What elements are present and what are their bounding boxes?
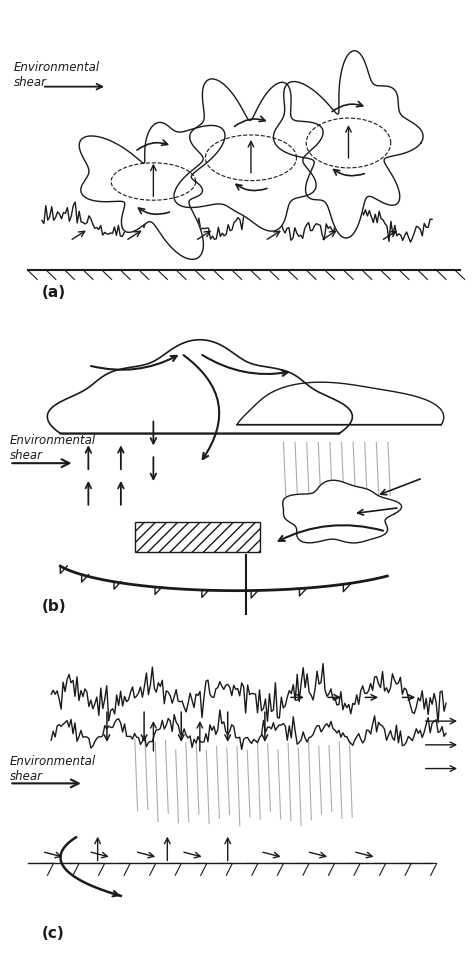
Polygon shape	[283, 480, 401, 543]
Polygon shape	[237, 382, 444, 424]
Text: (c): (c)	[42, 925, 64, 941]
Polygon shape	[135, 523, 260, 553]
Text: (b): (b)	[42, 599, 66, 615]
Text: Environmental
shear: Environmental shear	[14, 61, 100, 89]
Polygon shape	[273, 51, 423, 238]
Text: Environmental
shear: Environmental shear	[9, 754, 95, 783]
Polygon shape	[174, 79, 323, 231]
Polygon shape	[79, 122, 225, 259]
Text: (a): (a)	[42, 285, 66, 300]
Text: Environmental
shear: Environmental shear	[9, 434, 95, 463]
Polygon shape	[47, 339, 352, 433]
